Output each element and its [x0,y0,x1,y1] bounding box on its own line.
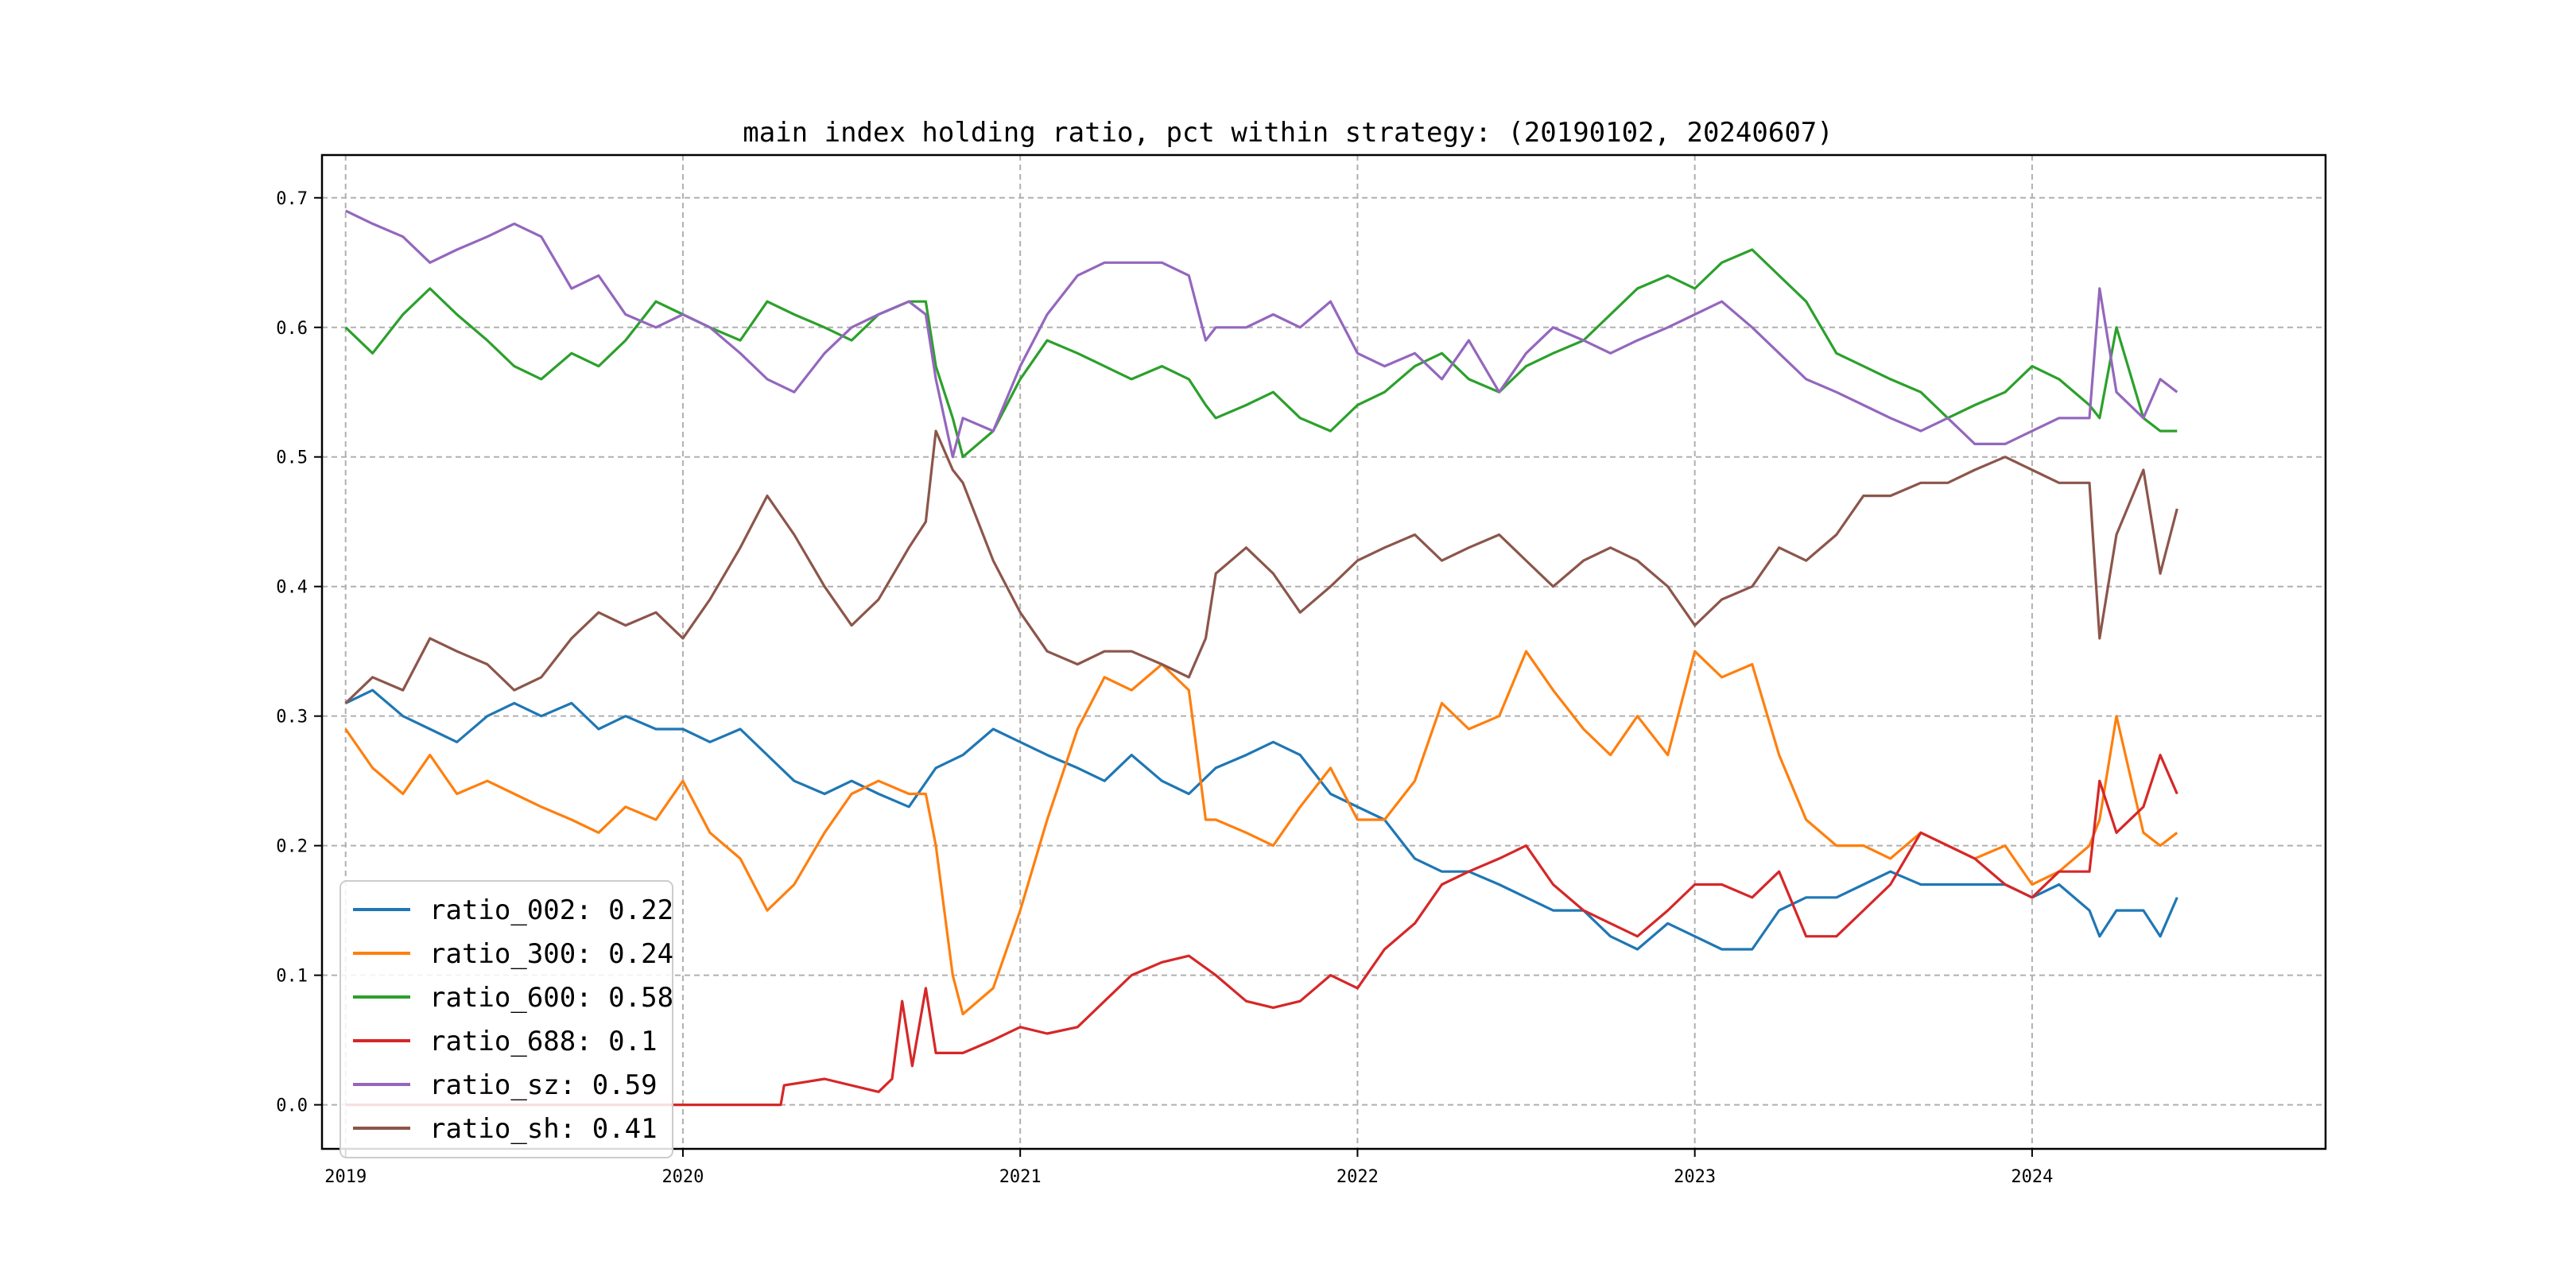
legend-label: ratio_600: 0.58 [429,982,673,1014]
y-tick-label: 0.6 [276,319,308,339]
x-tick-label: 2022 [1336,1167,1379,1187]
legend-box [339,880,673,1158]
series-line-ratio-688 [345,753,2178,1107]
x-tick-label: 2019 [324,1167,367,1187]
x-tick-label: 2024 [2011,1167,2053,1187]
y-tick-label: 0.7 [276,189,308,209]
series-line-ratio-002 [345,689,2178,951]
series-line-ratio-300 [344,650,2178,1016]
y-tick-label: 0.2 [276,837,308,857]
y-tick-label: 0.0 [276,1096,308,1116]
x-axis: 2019 2020 2021 2022 2023 2024 [324,1149,2053,1187]
x-tick-label: 2023 [1674,1167,1716,1187]
y-tick-label: 0.4 [276,578,308,598]
series-lines [344,209,2178,1107]
legend-label: ratio_sz: 0.59 [429,1069,658,1101]
x-tick-label: 2020 [661,1167,704,1187]
legend-label: ratio_300: 0.24 [429,938,673,970]
legend-label: ratio_sh: 0.41 [429,1113,658,1145]
chart-title: main index holding ratio, pct within str… [743,117,1833,149]
series-line-ratio-sh [344,429,2178,704]
legend-label: ratio_002: 0.22 [429,894,673,926]
y-tick-label: 0.3 [276,708,308,727]
plot-frame [320,153,2327,1150]
legend-label: ratio_688: 0.1 [429,1026,658,1057]
series-line-ratio-600 [344,248,2178,459]
x-tick-label: 2021 [999,1167,1042,1187]
y-axis: 0.0 0.1 0.2 0.3 0.4 0.5 0.6 0.7 [276,189,322,1116]
series-line-ratio-sz [345,209,2178,459]
y-tick-label: 0.5 [276,448,308,468]
legend: ratio_002: 0.22 ratio_300: 0.24 ratio_600:… [339,880,673,1158]
y-tick-label: 0.1 [276,967,308,987]
